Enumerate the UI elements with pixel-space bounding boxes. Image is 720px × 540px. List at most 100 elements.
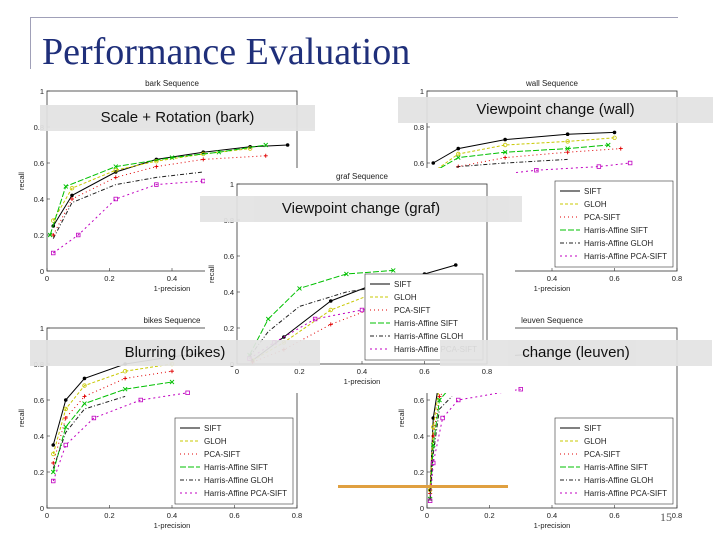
y-axis-label: recall xyxy=(397,409,406,427)
y-tick-label: 0 xyxy=(420,504,424,513)
y-axis-label: recall xyxy=(17,409,26,427)
series-line-harris-affine-gloh xyxy=(52,171,204,239)
data-point-harris-affine-pca-sift xyxy=(113,196,118,202)
data-point-harris-affine-sift xyxy=(113,164,119,169)
y-tick-label: 1 xyxy=(420,87,424,96)
data-point-pca-sift xyxy=(51,461,56,465)
data-point-harris-affine-sift xyxy=(437,397,442,403)
x-tick-label: 0.8 xyxy=(482,367,492,376)
series-line-harris-affine-pca-sift xyxy=(433,162,631,191)
y-tick-label: 0.6 xyxy=(414,396,424,405)
data-point-harris-affine-pca-sift xyxy=(456,397,461,403)
legend-entry-gloh: GLOH xyxy=(584,200,607,209)
data-point-harris-affine-pca-sift xyxy=(51,250,56,256)
data-point-harris-affine-sift xyxy=(605,142,611,148)
y-tick-label: 1 xyxy=(40,324,44,333)
y-tick-label: 0.4 xyxy=(224,288,234,297)
legend-entry-harris-affine-sift: Harris-Affine SIFT xyxy=(204,463,268,472)
legend-entry-harris-affine-pca-sift: Harris-Affine PCA-SIFT xyxy=(584,252,667,261)
x-tick-label: 0.6 xyxy=(609,511,619,520)
data-point-gloh xyxy=(502,142,508,148)
caption-bark: Scale + Rotation (bark) xyxy=(40,105,315,131)
data-point-harris-affine-sift xyxy=(565,146,570,151)
data-point-pca-sift xyxy=(82,394,87,399)
x-tick-label: 0 xyxy=(45,274,49,283)
series-line-gloh xyxy=(52,363,173,455)
chart-title: leuven Sequence xyxy=(521,316,583,325)
data-point-sift xyxy=(503,137,507,142)
data-point-gloh xyxy=(612,135,617,140)
title-decoration-bracket xyxy=(30,17,31,69)
data-point-gloh xyxy=(565,139,570,144)
data-point-pca-sift xyxy=(154,164,159,169)
data-point-pca-sift xyxy=(437,394,442,399)
data-point-gloh xyxy=(82,383,87,388)
x-tick-label: 0.4 xyxy=(357,367,367,376)
data-point-harris-affine-pca-sift xyxy=(431,460,436,466)
x-tick-label: 0.8 xyxy=(672,511,682,520)
chart-title: graf Sequence xyxy=(336,172,389,181)
data-point-pca-sift xyxy=(431,434,436,438)
legend-entry-pca-sift: PCA-SIFT xyxy=(584,213,621,222)
data-point-harris-affine-sift xyxy=(344,271,349,277)
data-point-sift xyxy=(565,132,570,136)
data-point-gloh xyxy=(328,307,333,313)
x-tick-label: 0.8 xyxy=(672,274,682,283)
data-point-pca-sift xyxy=(70,197,74,201)
legend-entry-harris-affine-gloh: Harris-Affine GLOH xyxy=(204,476,273,485)
data-point-gloh xyxy=(431,424,436,430)
y-tick-label: 0.4 xyxy=(34,195,44,204)
data-point-sift xyxy=(431,161,436,165)
data-point-pca-sift xyxy=(201,157,206,162)
data-point-harris-affine-sift xyxy=(265,316,271,322)
x-axis-label: 1-precision xyxy=(154,284,191,293)
data-point-harris-affine-pca-sift xyxy=(627,160,633,166)
data-point-harris-affine-pca-sift xyxy=(312,316,318,322)
legend-entry-pca-sift: PCA-SIFT xyxy=(394,306,431,315)
legend-entry-harris-affine-pca-sift: Harris-Affine PCA-SIFT xyxy=(394,345,477,354)
data-point-pca-sift xyxy=(63,416,68,420)
x-tick-label: 0.6 xyxy=(609,274,619,283)
data-point-gloh xyxy=(247,146,253,151)
y-tick-label: 0.2 xyxy=(34,231,44,240)
data-point-harris-affine-pca-sift xyxy=(76,232,81,238)
data-point-gloh xyxy=(69,185,75,191)
data-point-sift xyxy=(453,263,458,267)
y-tick-label: 0 xyxy=(40,504,44,513)
x-axis-label: 1-precision xyxy=(534,521,571,530)
y-tick-label: 0 xyxy=(40,267,44,276)
data-point-harris-affine-pca-sift xyxy=(91,415,97,421)
data-point-harris-affine-pca-sift xyxy=(359,307,365,313)
x-tick-label: 0.2 xyxy=(104,274,114,283)
data-point-pca-sift xyxy=(328,322,333,327)
data-point-harris-affine-sift xyxy=(169,379,175,385)
data-point-sift xyxy=(82,376,87,381)
x-tick-label: 0.6 xyxy=(229,511,239,520)
data-point-sift xyxy=(456,146,461,151)
legend-entry-harris-affine-sift: Harris-Affine SIFT xyxy=(584,226,648,235)
data-point-gloh xyxy=(63,406,68,412)
data-point-harris-affine-sift xyxy=(216,149,222,155)
legend-entry-pca-sift: PCA-SIFT xyxy=(204,450,241,459)
y-tick-label: 0.6 xyxy=(34,396,44,405)
y-tick-label: 0.2 xyxy=(224,324,234,333)
data-point-harris-affine-pca-sift xyxy=(138,397,143,403)
y-tick-label: 0.4 xyxy=(34,432,44,441)
data-point-harris-affine-pca-sift xyxy=(596,164,602,169)
y-tick-label: 1 xyxy=(230,180,234,189)
y-tick-label: 0.8 xyxy=(34,123,44,132)
x-tick-label: 0 xyxy=(45,511,49,520)
legend-entry-sift: SIFT xyxy=(584,424,601,433)
series-line-harris-affine-pca-sift xyxy=(52,392,188,482)
data-point-harris-affine-pca-sift xyxy=(154,182,159,187)
series-line-harris-affine-gloh xyxy=(52,395,126,469)
data-point-harris-affine-pca-sift xyxy=(63,442,68,448)
caption-bikes: Blurring (bikes) xyxy=(30,340,320,366)
data-point-harris-affine-pca-sift xyxy=(534,168,539,173)
legend-entry-gloh: GLOH xyxy=(394,293,417,302)
x-tick-label: 0.4 xyxy=(167,511,177,520)
legend-entry-harris-affine-gloh: Harris-Affine GLOH xyxy=(584,476,653,485)
x-tick-label: 0.2 xyxy=(484,511,494,520)
legend-entry-gloh: GLOH xyxy=(584,437,607,446)
series-line-harris-affine-gloh xyxy=(429,396,453,500)
